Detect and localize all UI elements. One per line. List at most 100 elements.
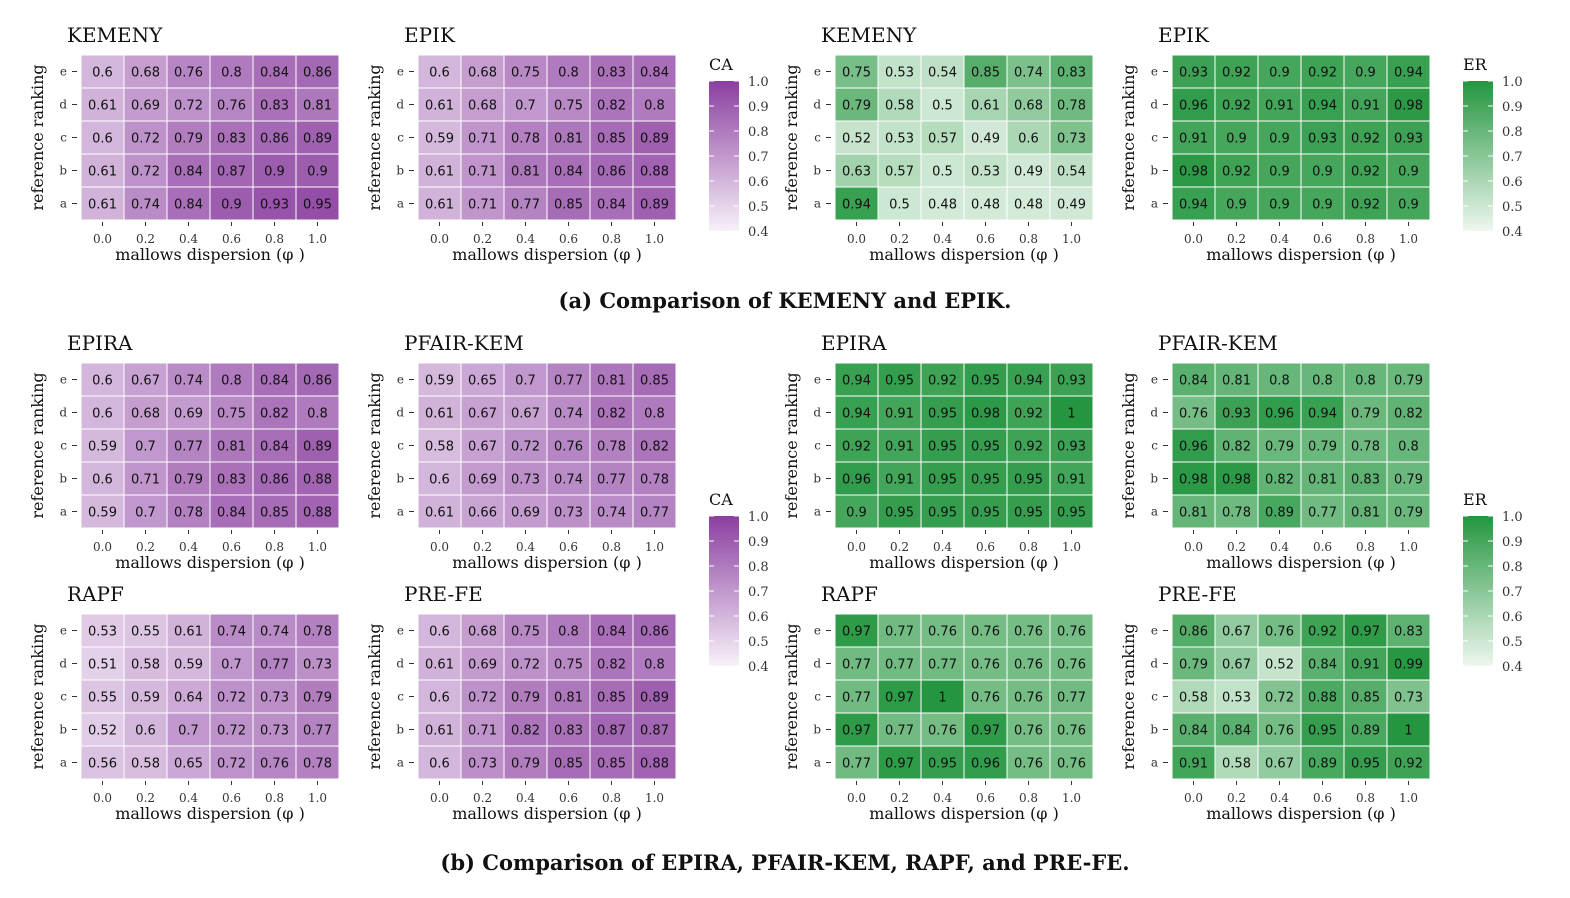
y-tick-label: d xyxy=(1150,657,1158,671)
cell-value-label: 0.91 xyxy=(1179,132,1208,147)
panel-title: PFAIR-KEM xyxy=(1158,331,1278,355)
cell-value-label: 0.77 xyxy=(885,724,914,739)
y-tick-label: c xyxy=(1151,131,1158,145)
x-tick-label: 0.2 xyxy=(1227,540,1246,554)
cell-value-label: 0.61 xyxy=(174,625,203,640)
heatmap-cell xyxy=(295,153,340,188)
heatmap-cell xyxy=(877,712,922,747)
x-tick-label: 0.8 xyxy=(1019,232,1038,246)
heatmap-cell xyxy=(417,87,462,122)
heatmap-cell xyxy=(166,186,211,221)
heatmap-cell xyxy=(209,153,254,188)
heatmap-cell xyxy=(252,362,297,397)
y-tick-label: e xyxy=(814,373,821,387)
heatmap-cell xyxy=(546,745,591,780)
y-tick-label: a xyxy=(1151,505,1158,519)
legend-tick-label: 0.5 xyxy=(748,635,769,650)
heatmap-cell xyxy=(1300,745,1345,780)
x-tick-label: 1.0 xyxy=(308,232,327,246)
heatmap-cell xyxy=(295,712,340,747)
heatmap-cell xyxy=(632,362,677,397)
cell-value-label: 0.91 xyxy=(885,407,914,422)
cell-value-label: 0.82 xyxy=(597,407,626,422)
cell-value-label: 0.95 xyxy=(885,506,914,521)
cell-value-label: 0.96 xyxy=(1179,440,1208,455)
heatmap-cell xyxy=(1214,712,1259,747)
cell-value-label: 0.87 xyxy=(640,724,669,739)
cell-value-label: 0.79 xyxy=(1265,440,1294,455)
cell-value-label: 0.53 xyxy=(971,165,1000,180)
cell-value-label: 0.81 xyxy=(1308,473,1337,488)
panel-title: PRE-FE xyxy=(1158,582,1237,606)
x-axis-label: mallows dispersion (φ ) xyxy=(869,553,1059,572)
cell-value-label: 0.77 xyxy=(842,757,871,772)
heatmap-cell xyxy=(1257,186,1302,221)
cell-value-label: 0.68 xyxy=(1014,99,1043,114)
x-tick-label: 0.0 xyxy=(1184,540,1203,554)
cell-value-label: 0.55 xyxy=(88,691,117,706)
heatmap-cell xyxy=(166,428,211,463)
heatmap-cell xyxy=(920,54,965,89)
heatmap-cell xyxy=(1386,461,1431,496)
x-tick-label: 0.6 xyxy=(559,791,578,805)
heatmap-cell xyxy=(1386,153,1431,188)
heatmap-cell xyxy=(417,679,462,714)
cell-value-label: 0.49 xyxy=(1014,165,1043,180)
y-tick-label: a xyxy=(397,197,404,211)
cell-value-label: 0.95 xyxy=(885,374,914,389)
y-tick-label: b xyxy=(396,723,404,737)
heatmap-cell xyxy=(1006,613,1051,648)
y-tick-label: a xyxy=(397,505,404,519)
cell-value-label: 0.93 xyxy=(1179,66,1208,81)
cell-value-label: 0.53 xyxy=(885,132,914,147)
x-tick-label: 0.6 xyxy=(559,540,578,554)
cell-value-label: 0.72 xyxy=(511,658,540,673)
cell-value-label: 0.53 xyxy=(885,66,914,81)
cell-value-label: 0.88 xyxy=(1308,691,1337,706)
x-axis-label: mallows dispersion (φ ) xyxy=(869,245,1059,264)
heatmap-cell xyxy=(1049,613,1094,648)
x-tick-label: 0.6 xyxy=(559,232,578,246)
cell-value-label: 0.6 xyxy=(429,66,450,81)
heatmap-cell xyxy=(963,153,1008,188)
cell-value-label: 0.86 xyxy=(597,165,626,180)
legend-tick-label: 0.4 xyxy=(748,660,769,675)
x-tick-label: 0.4 xyxy=(933,540,952,554)
heatmap-cell xyxy=(1300,362,1345,397)
heatmap-cell xyxy=(1300,87,1345,122)
heatmap-cell xyxy=(252,428,297,463)
cell-value-label: 0.82 xyxy=(1222,440,1251,455)
cell-value-label: 0.49 xyxy=(971,132,1000,147)
cell-value-label: 0.86 xyxy=(640,625,669,640)
legend-ca: CA 1.0 0.9 0.8 0.7 0.6 0.5 0.4 xyxy=(709,55,769,240)
cell-value-label: 0.79 xyxy=(303,691,332,706)
heatmap-cell xyxy=(963,679,1008,714)
cell-value-label: 0.92 xyxy=(1222,165,1251,180)
heatmap-cell xyxy=(80,54,125,89)
cell-value-label: 0.9 xyxy=(307,165,328,180)
heatmap-cell xyxy=(1386,428,1431,463)
legend-tick-label: 0.8 xyxy=(1502,560,1523,575)
y-tick-label: d xyxy=(396,98,404,112)
heatmap-cell xyxy=(123,461,168,496)
cell-value-label: 0.58 xyxy=(1179,691,1208,706)
y-tick-label: c xyxy=(397,131,404,145)
legend-tick-label: 0.6 xyxy=(748,175,769,190)
y-tick-label: e xyxy=(1151,624,1158,638)
cell-value-label: 0.68 xyxy=(468,66,497,81)
cell-value-label: 0.89 xyxy=(640,132,669,147)
y-axis-label: reference ranking xyxy=(782,372,801,518)
heatmap-cell xyxy=(1257,679,1302,714)
y-tick-label: c xyxy=(60,690,67,704)
heatmap-cell xyxy=(460,186,505,221)
cell-value-label: 0.82 xyxy=(640,440,669,455)
legend-title: ER xyxy=(1463,55,1488,74)
cell-value-label: 0.83 xyxy=(260,99,289,114)
heatmap-cell xyxy=(589,428,634,463)
cell-value-label: 0.95 xyxy=(1057,506,1086,521)
cell-value-label: 0.7 xyxy=(135,440,156,455)
heatmap-cell xyxy=(166,712,211,747)
cell-value-label: 0.53 xyxy=(1222,691,1251,706)
cell-value-label: 0.6 xyxy=(92,66,113,81)
cell-value-label: 0.85 xyxy=(260,506,289,521)
